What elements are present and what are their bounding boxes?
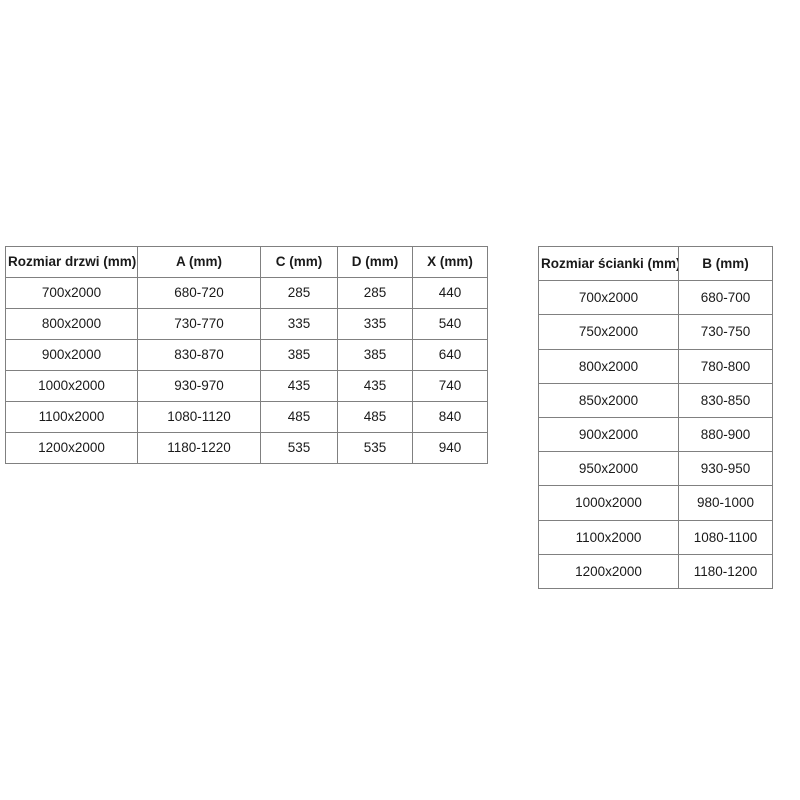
cell-wall-size: 1000x2000 [538, 485, 679, 521]
cell-a: 830-870 [137, 339, 261, 371]
table-row: 900x2000 880-900 [538, 417, 773, 453]
column-header-x: X (mm) [412, 246, 488, 278]
cell-b: 680-700 [678, 280, 773, 316]
cell-d: 535 [337, 432, 413, 464]
cell-b: 780-800 [678, 348, 773, 384]
cell-c: 285 [260, 277, 338, 309]
cell-wall-size: 950x2000 [538, 451, 679, 487]
cell-wall-size: 750x2000 [538, 314, 679, 350]
cell-a: 1180-1220 [137, 432, 261, 464]
cell-door-size: 1200x2000 [5, 432, 138, 464]
table-row: 950x2000 930-950 [538, 451, 773, 487]
table-row: 700x2000 680-700 [538, 280, 773, 316]
table-header-row: Rozmiar drzwi (mm) A (mm) C (mm) D (mm) … [5, 246, 488, 278]
cell-door-size: 1000x2000 [5, 370, 138, 402]
cell-door-size: 800x2000 [5, 308, 138, 340]
cell-door-size: 900x2000 [5, 339, 138, 371]
cell-wall-size: 800x2000 [538, 348, 679, 384]
cell-x: 940 [412, 432, 488, 464]
cell-a: 680-720 [137, 277, 261, 309]
cell-d: 335 [337, 308, 413, 340]
cell-d: 485 [337, 401, 413, 433]
cell-b: 1080-1100 [678, 519, 773, 555]
table-row: 1200x2000 1180-1200 [538, 553, 773, 590]
table-row: 850x2000 830-850 [538, 382, 773, 419]
cell-d: 435 [337, 370, 413, 402]
cell-wall-size: 900x2000 [538, 417, 679, 453]
cell-b: 1180-1200 [678, 553, 773, 590]
column-header-c: C (mm) [260, 246, 338, 278]
cell-a: 730-770 [137, 308, 261, 340]
cell-x: 640 [412, 339, 488, 371]
column-header-b: B (mm) [678, 245, 773, 282]
cell-d: 285 [337, 277, 413, 309]
cell-a: 1080-1120 [137, 401, 261, 433]
cell-b: 930-950 [678, 451, 773, 487]
door-size-table: Rozmiar drzwi (mm) A (mm) C (mm) D (mm) … [5, 246, 488, 464]
column-header-d: D (mm) [337, 246, 413, 278]
cell-c: 485 [260, 401, 338, 433]
cell-door-size: 1100x2000 [5, 401, 138, 433]
cell-x: 840 [412, 401, 488, 433]
table-row: 800x2000 730-770 335 335 540 [5, 308, 488, 340]
cell-door-size: 700x2000 [5, 277, 138, 309]
cell-wall-size: 700x2000 [538, 280, 679, 316]
cell-c: 535 [260, 432, 338, 464]
cell-b: 980-1000 [678, 485, 773, 521]
cell-x: 440 [412, 277, 488, 309]
cell-c: 435 [260, 370, 338, 402]
cell-x: 740 [412, 370, 488, 402]
table-row: 800x2000 780-800 [538, 348, 773, 384]
table-header-row: Rozmiar ścianki (mm) B (mm) [538, 245, 773, 282]
table-row: 900x2000 830-870 385 385 640 [5, 339, 488, 371]
cell-wall-size: 1200x2000 [538, 553, 679, 590]
column-header-a: A (mm) [137, 246, 261, 278]
wall-panel-size-table: Rozmiar ścianki (mm) B (mm) 700x2000 680… [538, 245, 773, 590]
table-row: 750x2000 730-750 [538, 314, 773, 350]
column-header-wall-size: Rozmiar ścianki (mm) [538, 245, 679, 282]
cell-a: 930-970 [137, 370, 261, 402]
table-row: 700x2000 680-720 285 285 440 [5, 277, 488, 309]
table-row: 1000x2000 930-970 435 435 740 [5, 370, 488, 402]
column-header-door-size: Rozmiar drzwi (mm) [5, 246, 138, 278]
cell-c: 385 [260, 339, 338, 371]
table-row: 1100x2000 1080-1100 [538, 519, 773, 555]
cell-d: 385 [337, 339, 413, 371]
cell-b: 730-750 [678, 314, 773, 350]
cell-x: 540 [412, 308, 488, 340]
cell-c: 335 [260, 308, 338, 340]
cell-wall-size: 850x2000 [538, 382, 679, 419]
cell-wall-size: 1100x2000 [538, 519, 679, 555]
cell-b: 830-850 [678, 382, 773, 419]
table-row: 1000x2000 980-1000 [538, 485, 773, 521]
table-row: 1100x2000 1080-1120 485 485 840 [5, 401, 488, 433]
cell-b: 880-900 [678, 417, 773, 453]
table-row: 1200x2000 1180-1220 535 535 940 [5, 432, 488, 464]
